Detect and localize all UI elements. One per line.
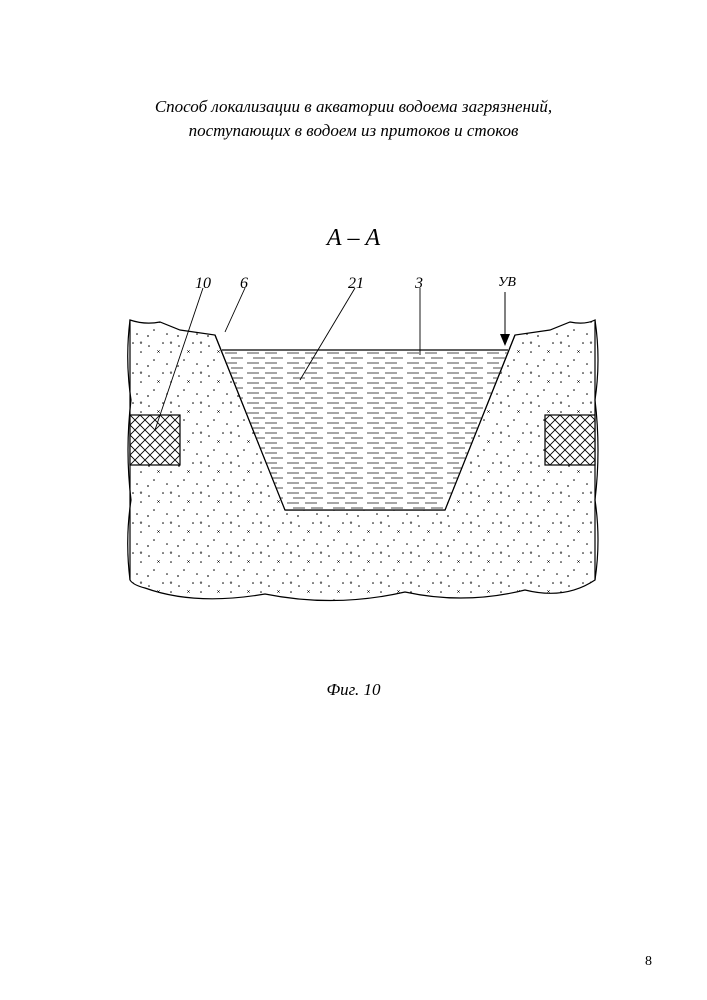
section-label: А – А bbox=[0, 225, 707, 252]
leader-6 bbox=[225, 288, 245, 332]
figure-caption: Фиг. 10 bbox=[0, 680, 707, 700]
page: Способ локализации в акватории водоема з… bbox=[0, 0, 707, 1000]
title-line-2: поступающих в водоем из притоков и стоко… bbox=[189, 121, 519, 140]
uv-arrow-head bbox=[500, 334, 510, 346]
cavity-left bbox=[130, 415, 180, 465]
title-line-1: Способ локализации в акватории водоема з… bbox=[155, 97, 552, 116]
page-title: Способ локализации в акватории водоема з… bbox=[0, 95, 707, 143]
cavity-right bbox=[545, 415, 595, 465]
cross-section-diagram bbox=[85, 280, 615, 640]
page-number: 8 bbox=[645, 954, 652, 970]
